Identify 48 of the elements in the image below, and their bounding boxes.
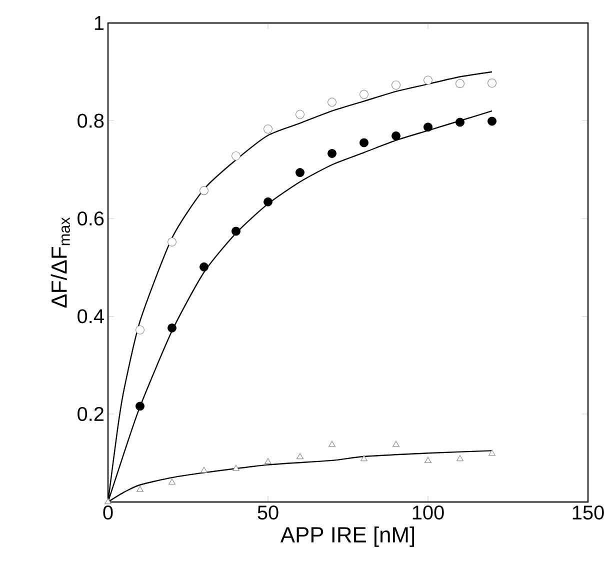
point [168, 237, 177, 246]
point [264, 458, 272, 464]
point [296, 168, 305, 178]
point [232, 151, 241, 160]
point [136, 325, 145, 334]
point [360, 455, 368, 462]
y-tick-label: 0.2 [78, 406, 104, 422]
point [328, 440, 336, 447]
point [136, 402, 145, 411]
point [200, 466, 208, 473]
y-tick-label: 0.6 [78, 211, 104, 226]
point [424, 457, 432, 464]
x-tick-label: 150 [572, 506, 604, 520]
point [392, 440, 400, 447]
point [200, 262, 209, 272]
x-tick-label: 0 [103, 506, 113, 520]
y-tick-label: 0.8 [78, 114, 104, 128]
y-axis-title: ΔF/ΔF$_{max}$ [50, 217, 70, 308]
point [456, 455, 464, 462]
point [232, 464, 240, 471]
point [328, 98, 337, 107]
x-tick-label: 50 [258, 506, 278, 520]
point [136, 486, 144, 492]
point [264, 124, 273, 134]
point [264, 197, 273, 206]
point [424, 76, 433, 85]
point [168, 323, 177, 332]
point [328, 148, 337, 158]
point [488, 78, 497, 88]
point [456, 118, 465, 127]
point [360, 138, 369, 148]
x-axis-title: APP IRE [nM] [280, 526, 414, 547]
point [104, 498, 112, 504]
point [168, 478, 176, 485]
point [424, 122, 433, 132]
point [200, 186, 209, 196]
point [488, 450, 496, 456]
point [456, 79, 465, 88]
y-tick-label: 0.4 [78, 309, 104, 324]
point [392, 131, 401, 140]
y-tick-label: 1 [94, 16, 104, 30]
point [232, 226, 241, 236]
x-tick-label: 100 [412, 506, 444, 520]
point [296, 110, 305, 119]
point [488, 116, 497, 126]
point [296, 453, 304, 460]
point [360, 90, 369, 99]
point [392, 80, 401, 90]
